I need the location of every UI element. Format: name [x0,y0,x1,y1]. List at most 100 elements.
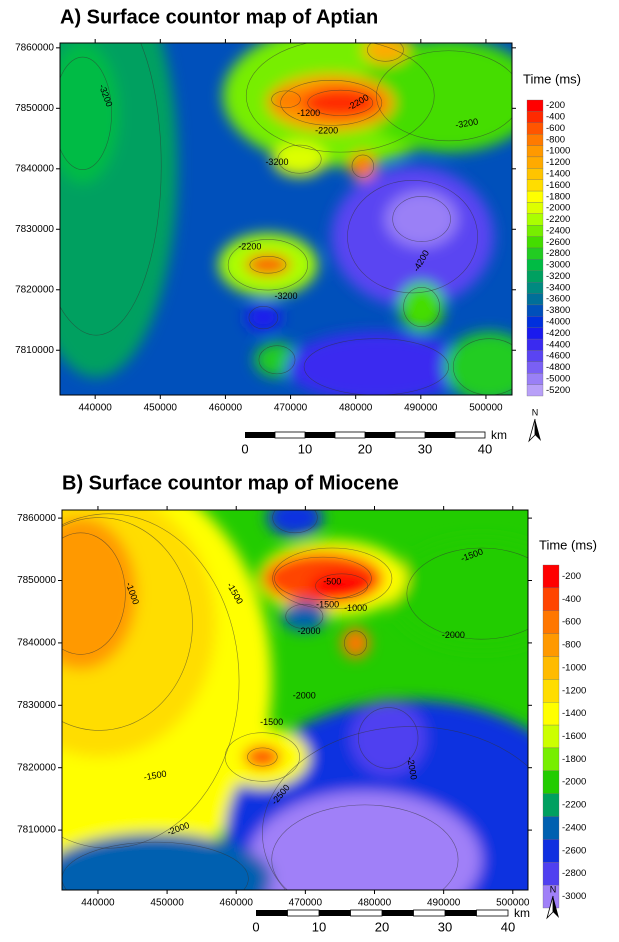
x-tick-label: 450000 [144,403,178,414]
legend-swatch [526,168,544,180]
x-tick-label: 470000 [274,403,308,414]
contour-region [60,43,119,184]
contour-line [367,43,404,62]
panel-title: A) Surface countor map of Aptian [60,6,378,28]
legend-label: -4200 [546,328,570,339]
contour-field: -1000 -1500 -500-1000-1500-2000-1500-2000-… [62,510,528,890]
legend-swatch [526,236,544,249]
contour-line [272,510,318,534]
legend-label: -600 [562,617,581,628]
contour-region [286,331,467,395]
contour-region [272,141,327,177]
legend-swatch [526,384,544,397]
legend-label: -1200 [562,685,586,696]
contour-label: -2000 [297,626,320,636]
contour-line [60,43,162,336]
legend-swatch [526,213,544,226]
contour-line [62,513,240,849]
legend-label: -2800 [546,248,570,259]
scale-label: 10 [298,441,312,456]
contour-label: -2000 [442,630,465,640]
legend-swatch [526,225,544,237]
contour-line [227,239,308,291]
scale-segment [382,910,414,916]
scale-label: 30 [418,441,432,456]
y-tick-label: 7810000 [17,825,56,836]
map-frame [61,509,529,891]
scale-segment [287,909,320,917]
scale-unit: km [491,428,507,442]
y-tick-label: 7830000 [15,224,54,235]
scale-label: 0 [252,919,259,934]
contour-region [281,601,328,632]
y-tick-label: 7850000 [17,575,56,586]
legend-swatch [542,839,560,863]
contour-line [247,747,278,767]
legend-swatch [526,122,544,135]
legend-swatch [542,656,560,680]
contour-line [285,603,324,629]
legend-swatch [526,304,544,317]
contour-region [308,570,375,602]
contour-line [347,179,478,294]
legend-swatch [542,633,560,657]
north-label: N [532,407,539,417]
scale-segment [476,909,509,917]
contour-region [341,627,370,659]
legend-swatch [526,293,544,306]
contour-region [62,517,137,670]
legend-label: -1400 [562,708,586,719]
contour-line [271,804,459,890]
contour-region [444,331,512,395]
contour-region [245,254,291,276]
contour-region [267,510,323,537]
legend-swatch [526,270,544,283]
contour-region [243,745,282,769]
scale-segment [319,910,351,916]
contour-label: -1500 [143,768,167,782]
contour-line [62,517,193,731]
legend-swatch [526,259,544,271]
scale-segment [334,431,366,439]
legend-label: -2800 [562,868,586,879]
scale-label: 10 [312,919,326,934]
scale-label: 20 [358,441,372,456]
y-tick-label: 7840000 [17,638,56,649]
y-tick-label: 7810000 [15,345,54,356]
y-tick-label: 7830000 [17,700,56,711]
contour-label: -3200 [274,291,297,301]
scale-segment [350,909,383,917]
legend-label: -3400 [546,282,570,293]
legend-swatch [526,111,544,123]
legend-swatch [526,156,544,169]
y-tick-label: 7820000 [15,284,54,295]
legend-label: -2600 [562,845,586,856]
scale-segment [256,910,288,916]
legend-swatch [542,862,560,886]
x-tick-label: 500000 [496,898,530,909]
contour-line [392,196,451,242]
legend-label: -2400 [546,225,570,236]
legend-swatch [542,724,560,749]
legend-swatch [526,145,544,158]
contour-line [358,707,419,769]
contour-region [385,190,458,248]
contour-region [350,700,426,776]
legend-label: -1600 [546,180,570,191]
contour-label: -2200 [315,125,338,135]
legend-swatch [526,134,544,146]
contour-line [262,726,528,890]
contour-line [249,256,287,274]
north-arrow [553,896,559,918]
scale-segment [274,431,306,439]
contour-line [406,547,528,640]
contour-line [376,50,512,142]
x-tick-label: 460000 [209,403,243,414]
scale-segment [245,432,275,438]
y-tick-label: 7850000 [15,103,54,114]
panel-title: B) Surface countor map of Miocene [62,472,399,494]
legend-label: -4400 [546,339,570,350]
legend-label: -2000 [562,777,586,788]
legend-label: -800 [562,640,581,651]
north-label: N [550,884,557,894]
